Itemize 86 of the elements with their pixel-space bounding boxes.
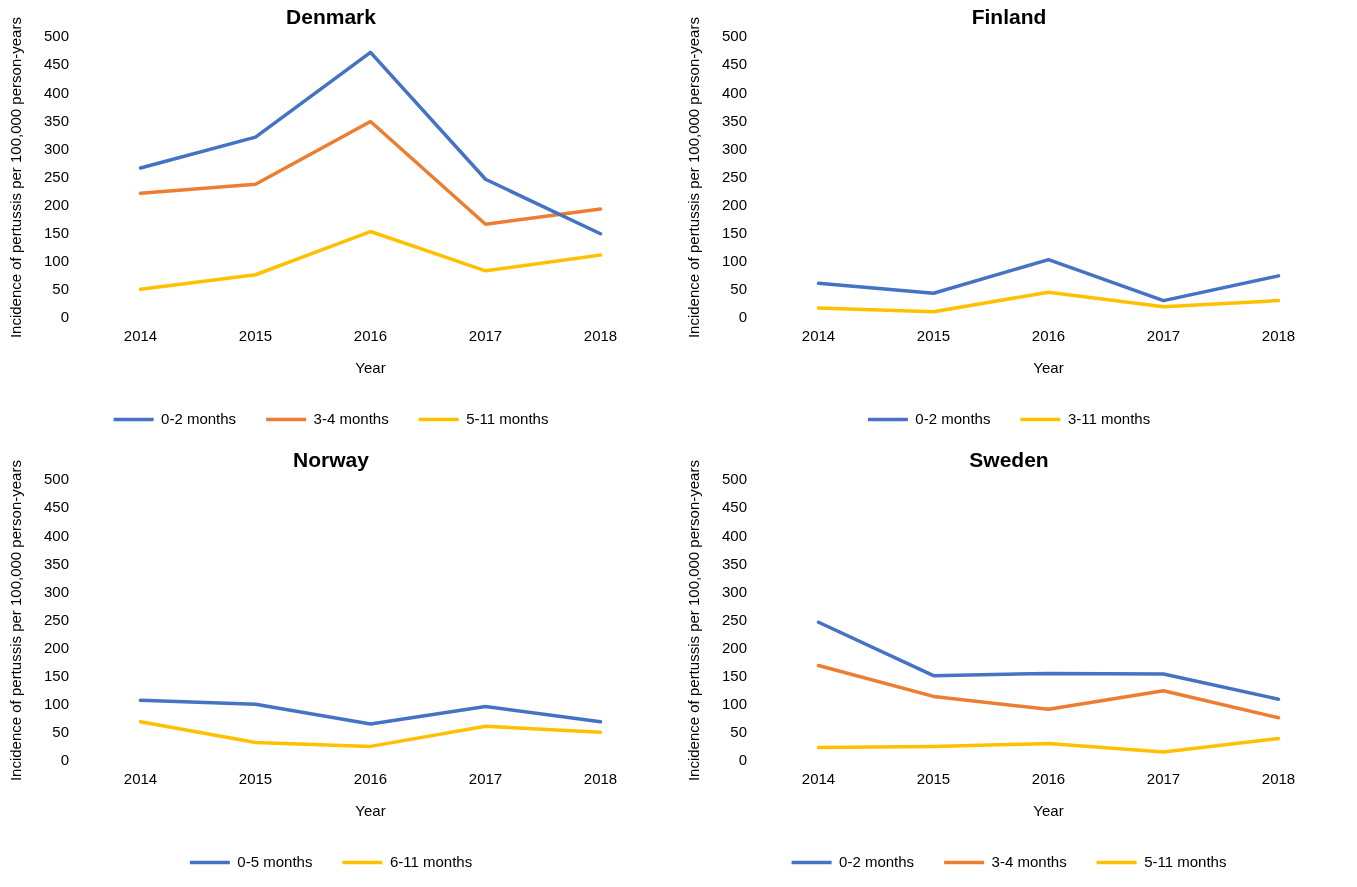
legend-label: 3-11 months <box>1067 409 1151 427</box>
y-tick-label: 300 <box>722 582 748 600</box>
y-tick-label: 400 <box>44 526 70 544</box>
legend-label: 0-2 months <box>161 409 237 427</box>
y-tick-label: 400 <box>722 526 748 544</box>
chart-title: Norway <box>293 448 370 472</box>
x-tick-label: 2015 <box>916 327 951 345</box>
y-tick-label: 500 <box>722 470 748 488</box>
y-tick-label: 150 <box>44 223 70 241</box>
y-tick-label: 0 <box>60 751 70 769</box>
y-tick-label: 150 <box>44 666 70 684</box>
x-tick-label: 2016 <box>1031 327 1066 345</box>
legend-label: 3-4 months <box>313 409 389 427</box>
y-tick-label: 350 <box>722 554 748 572</box>
x-tick-label: 2016 <box>353 770 388 788</box>
y-axis-title: Incidence of pertussis per 100,000 person-years <box>685 17 703 339</box>
y-tick-label: 350 <box>44 554 70 572</box>
x-tick-label: 2017 <box>468 327 503 345</box>
y-tick-label: 100 <box>722 251 748 269</box>
x-tick-label: 2018 <box>583 327 618 345</box>
y-tick-label: 200 <box>722 195 748 213</box>
x-tick-label: 2015 <box>916 770 951 788</box>
y-axis-title: Incidence of pertussis per 100,000 person-years <box>7 17 25 339</box>
chart-title: Sweden <box>969 448 1049 472</box>
y-tick-label: 450 <box>722 498 748 516</box>
x-tick-label: 2015 <box>238 770 273 788</box>
x-tick-label: 2016 <box>353 327 388 345</box>
y-tick-label: 250 <box>44 610 70 628</box>
y-tick-label: 100 <box>44 251 70 269</box>
x-tick-label: 2014 <box>123 770 158 788</box>
x-axis-title: Year <box>1033 359 1064 377</box>
y-tick-label: 350 <box>44 111 70 129</box>
y-axis-title: Incidence of pertussis per 100,000 person-years <box>7 460 25 782</box>
y-tick-label: 0 <box>60 308 70 326</box>
y-tick-label: 450 <box>44 55 70 73</box>
legend-label: 5-11 months <box>1144 852 1227 870</box>
x-tick-label: 2014 <box>801 327 836 345</box>
y-tick-label: 300 <box>44 139 70 157</box>
legend-label: 6-11 months <box>389 852 473 870</box>
legend-label: 0-2 months <box>915 409 991 427</box>
y-axis-title: Incidence of pertussis per 100,000 person-years <box>685 460 703 782</box>
chart-title: Denmark <box>286 5 377 29</box>
y-tick-label: 200 <box>44 195 70 213</box>
y-tick-label: 450 <box>722 55 748 73</box>
y-tick-label: 400 <box>44 83 70 101</box>
y-tick-label: 250 <box>722 167 748 185</box>
y-tick-label: 0 <box>738 308 748 326</box>
x-axis-title: Year <box>355 359 386 377</box>
x-tick-label: 2018 <box>1261 327 1296 345</box>
legend-label: 3-4 months <box>991 852 1067 870</box>
y-tick-label: 50 <box>52 280 70 298</box>
x-tick-label: 2017 <box>1146 327 1181 345</box>
chart-title: Finland <box>971 5 1047 29</box>
y-tick-label: 500 <box>44 470 70 488</box>
y-tick-label: 150 <box>722 223 748 241</box>
x-axis-title: Year <box>1033 802 1064 820</box>
y-tick-label: 250 <box>722 610 748 628</box>
y-tick-label: 50 <box>730 723 748 741</box>
y-tick-label: 300 <box>44 582 70 600</box>
x-tick-label: 2015 <box>238 327 273 345</box>
x-tick-label: 2014 <box>123 327 158 345</box>
y-tick-label: 400 <box>722 83 748 101</box>
x-tick-label: 2018 <box>1261 770 1296 788</box>
y-tick-label: 300 <box>722 139 748 157</box>
x-tick-label: 2017 <box>468 770 503 788</box>
legend-label: 5-11 months <box>466 409 549 427</box>
y-tick-label: 150 <box>722 666 748 684</box>
y-tick-label: 100 <box>44 694 70 712</box>
y-tick-label: 50 <box>730 280 748 298</box>
x-tick-label: 2017 <box>1146 770 1181 788</box>
y-tick-label: 50 <box>52 723 70 741</box>
legend-label: 0-2 months <box>839 852 915 870</box>
x-axis-title: Year <box>355 802 386 820</box>
y-tick-label: 450 <box>44 498 70 516</box>
x-tick-label: 2014 <box>801 770 836 788</box>
y-tick-label: 500 <box>44 27 70 45</box>
y-tick-label: 500 <box>722 27 748 45</box>
y-tick-label: 350 <box>722 111 748 129</box>
x-tick-label: 2018 <box>583 770 618 788</box>
x-tick-label: 2016 <box>1031 770 1066 788</box>
legend-label: 0-5 months <box>237 852 313 870</box>
y-tick-label: 0 <box>738 751 748 769</box>
y-tick-label: 200 <box>44 638 70 656</box>
y-tick-label: 250 <box>44 167 70 185</box>
y-tick-label: 200 <box>722 638 748 656</box>
y-tick-label: 100 <box>722 694 748 712</box>
